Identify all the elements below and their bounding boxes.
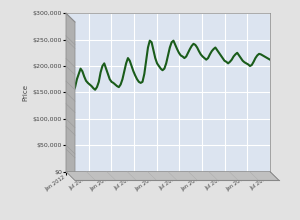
- Polygon shape: [66, 13, 75, 180]
- Y-axis label: Price: Price: [22, 84, 28, 101]
- Polygon shape: [66, 172, 279, 180]
